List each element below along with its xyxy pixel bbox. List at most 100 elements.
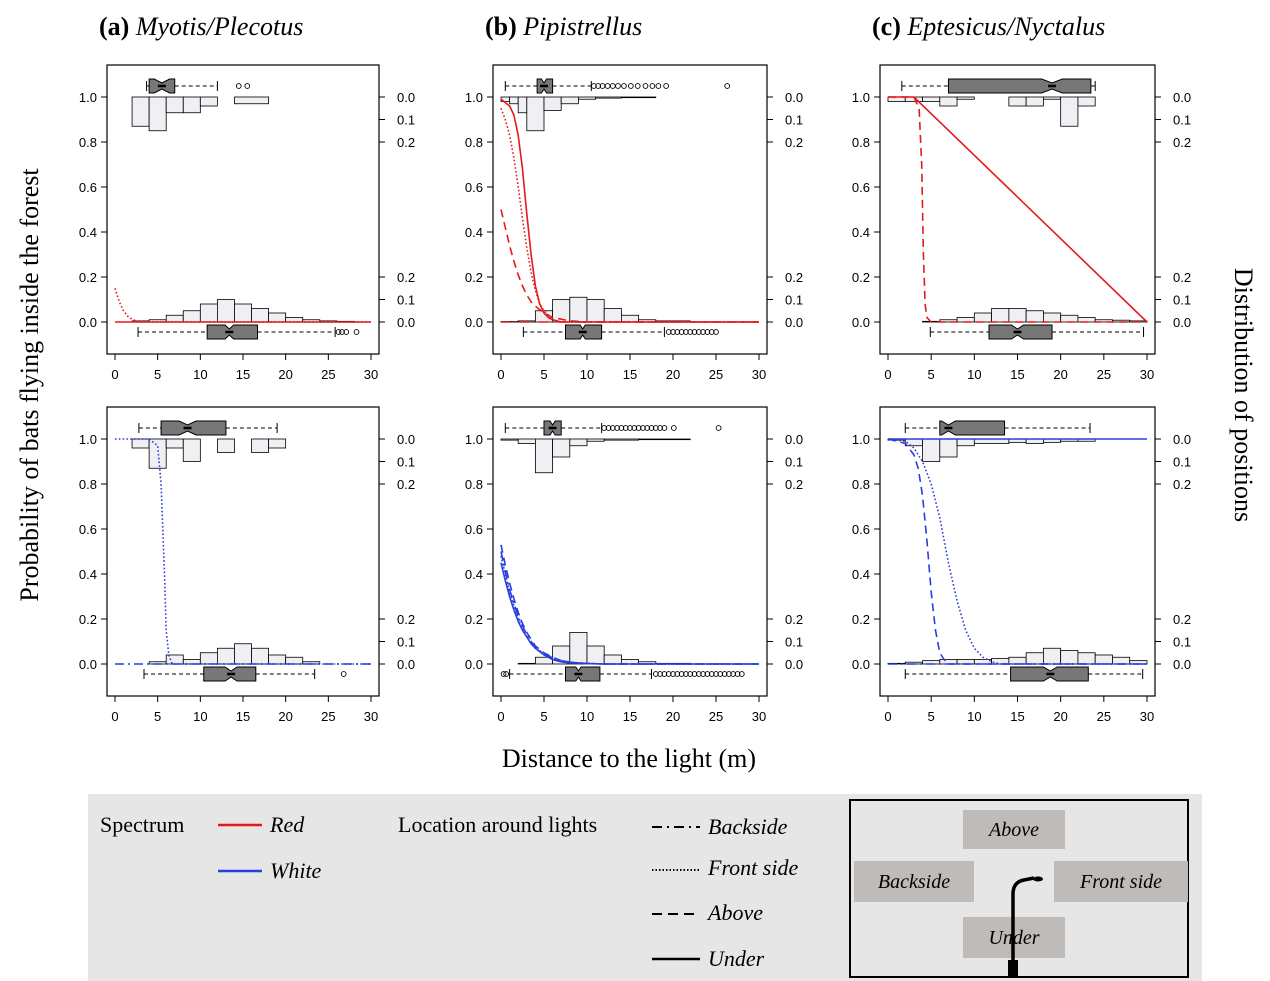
curve-blue-dotted	[887, 438, 1147, 665]
y2-tick-label: 0.2	[1173, 270, 1191, 285]
top-hist-bar	[1025, 96, 1044, 107]
box-outlier	[674, 329, 681, 335]
legend-label-front-side: Front side	[707, 855, 798, 880]
box-outlier	[700, 671, 706, 677]
y-tick-label: 0.2	[465, 270, 483, 285]
bottom-hist-bar	[199, 652, 218, 665]
top-hist-bar	[199, 96, 218, 107]
y2-tick-label: 0.2	[785, 270, 803, 285]
top-hist-bar	[1077, 96, 1096, 107]
x-tick-label: 30	[752, 709, 766, 724]
box-outlier	[335, 329, 342, 335]
y2-tick-label: 0.2	[397, 270, 415, 285]
x-tick-label: 20	[278, 709, 292, 724]
bottom-hist-bar	[569, 296, 588, 323]
box-outlier	[640, 425, 646, 431]
box-outlier	[730, 671, 737, 677]
legend-label-backside: Backside	[708, 814, 788, 839]
curve-blue-dashed	[500, 544, 759, 665]
box-outlier	[700, 329, 706, 335]
x-tick-label: 10	[967, 709, 981, 724]
box-outlier	[652, 671, 659, 677]
y-tick-label: 0.6	[79, 522, 97, 537]
bottom-hist-bar	[1060, 314, 1079, 323]
box-outlier	[635, 425, 642, 431]
x-tick-label: 0	[497, 709, 504, 724]
bottom-hist-bar	[973, 312, 992, 323]
top-hist-bar	[165, 96, 184, 114]
y-tick-label: 0.8	[852, 135, 870, 150]
top-hist-bar	[586, 438, 605, 442]
y-tick-label: 0.2	[465, 612, 483, 627]
x-tick-label: 30	[364, 367, 378, 382]
curve-red-solid	[500, 98, 759, 323]
curve-red-solid	[888, 96, 1148, 323]
box-outlier	[642, 83, 649, 89]
bottom-hist-bar	[268, 312, 287, 323]
box-outlier	[713, 671, 719, 677]
x-tick-label: 25	[1097, 709, 1111, 724]
box-outlier	[601, 425, 608, 431]
box-outlier	[695, 671, 702, 677]
box-outlier	[665, 671, 672, 677]
bottom-hist-bar	[586, 645, 605, 665]
box-outlier	[631, 425, 638, 431]
y-tick-label: 0.2	[852, 270, 870, 285]
position-schematic: Above Backside Front side Under	[849, 799, 1189, 978]
y2-tick-label: 0.2	[785, 135, 803, 150]
top-boxplot	[504, 420, 722, 436]
box-outlier	[595, 83, 602, 89]
y-tick-label: 1.0	[79, 432, 97, 447]
y2-tick-label: 0.2	[397, 135, 415, 150]
y2-tick-label: 0.1	[397, 635, 415, 650]
bottom-hist-bar	[285, 656, 304, 665]
box-outlier	[634, 83, 641, 89]
schematic-box-above	[963, 810, 1065, 849]
x-axis-label: Distance to the light (m)	[502, 744, 756, 773]
box-outlier	[661, 671, 668, 677]
box-outlier	[715, 425, 722, 431]
y-tick-label: 1.0	[79, 90, 97, 105]
box-body	[160, 420, 227, 436]
top-boxplot	[504, 78, 731, 94]
box-outlier	[726, 671, 732, 677]
bottom-hist-bar	[1077, 652, 1096, 665]
bottom-boxplot	[522, 324, 719, 340]
top-hist-bar	[939, 96, 958, 107]
box-outlier	[670, 671, 676, 677]
x-tick-label: 10	[193, 709, 207, 724]
x-tick-label: 15	[623, 709, 637, 724]
box-outlier	[683, 329, 689, 335]
top-hist-bar	[638, 438, 691, 441]
y2-tick-label: 0.1	[397, 113, 415, 128]
box-outlier	[648, 425, 655, 431]
y-tick-label: 0.6	[465, 180, 483, 195]
y-tick-label: 0.6	[852, 180, 870, 195]
top-hist-bar	[595, 96, 622, 99]
bottom-hist-bar	[1112, 656, 1131, 665]
y2-tick-label: 0.1	[1173, 455, 1191, 470]
x-tick-label: 25	[709, 367, 723, 382]
x-tick-label: 25	[321, 367, 335, 382]
box-outlier	[691, 329, 698, 335]
box-outlier	[691, 671, 698, 677]
x-tick-label: 10	[967, 367, 981, 382]
y-tick-label: 0.8	[79, 477, 97, 492]
schematic-box-backside	[854, 861, 974, 902]
y2-tick-label: 0.0	[785, 657, 803, 672]
y2-tick-label: 0.1	[1173, 635, 1191, 650]
y2-tick-label: 0.1	[785, 455, 803, 470]
y-tick-label: 0.4	[79, 567, 97, 582]
x-tick-label: 20	[666, 709, 680, 724]
box-outlier	[353, 329, 360, 335]
y-tick-label: 0.0	[79, 315, 97, 330]
panel-a-white: 0 5 10 15 20 25 30 0.0 0.2 0.4 0.6 0.8 1.0 0.0 0.1 0.2 0…	[79, 406, 415, 724]
x-tick-label: 25	[709, 709, 723, 724]
y-tick-label: 0.6	[465, 522, 483, 537]
box-outlier	[244, 83, 251, 89]
top-hist-bar	[956, 438, 975, 447]
panel-c-red: (c) Eptesicus/Nyctalus 0 5 10 15 20 25 30 0.0 0.2…	[852, 12, 1191, 382]
x-tick-label: 10	[193, 367, 207, 382]
box-outlier	[724, 83, 731, 89]
y2-tick-label: 0.1	[1173, 293, 1191, 308]
